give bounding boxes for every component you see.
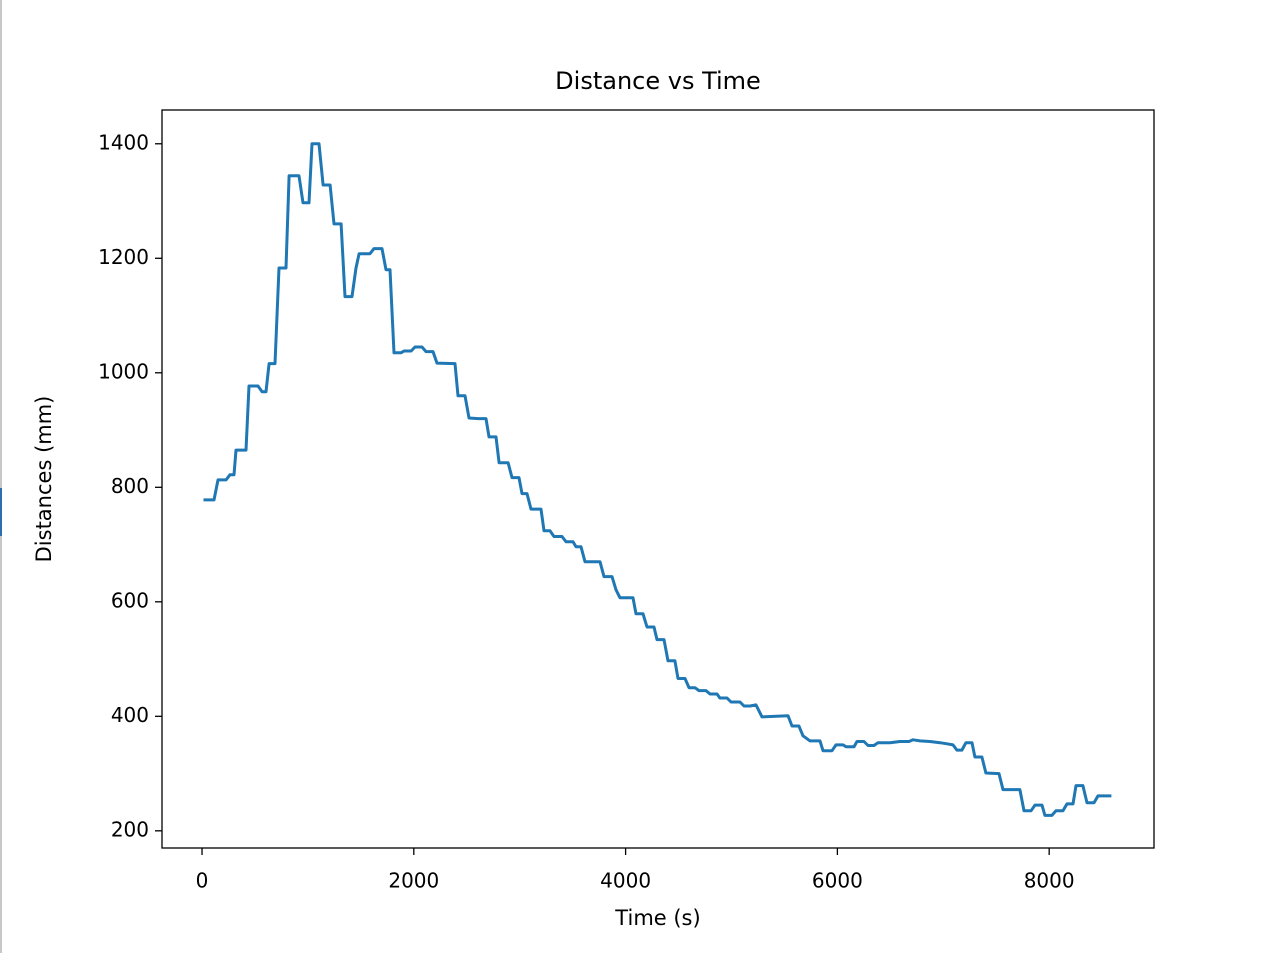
data-line (203, 142, 1112, 817)
x-tick-label: 2000 (388, 869, 439, 893)
y-axis-label: Distances (mm) (32, 396, 56, 563)
x-tick-label: 8000 (1024, 869, 1075, 893)
y-tick-label: 800 (111, 474, 149, 498)
plot-frame (161, 109, 1155, 849)
y-tick-label: 1200 (98, 245, 149, 269)
y-tick-label: 400 (111, 703, 149, 727)
y-tick-label: 600 (111, 588, 149, 612)
window-edge-accent (0, 488, 2, 536)
y-tick-label: 1000 (98, 359, 149, 383)
x-tick-label: 0 (196, 869, 209, 893)
x-tick-label: 4000 (600, 869, 651, 893)
y-tick-label: 200 (111, 817, 149, 841)
x-axis-label: Time (s) (614, 906, 700, 930)
window-edge (0, 0, 2, 953)
x-tick-label: 6000 (812, 869, 863, 893)
y-tick-label: 1400 (98, 130, 149, 154)
chart-title: Distance vs Time (555, 67, 761, 95)
